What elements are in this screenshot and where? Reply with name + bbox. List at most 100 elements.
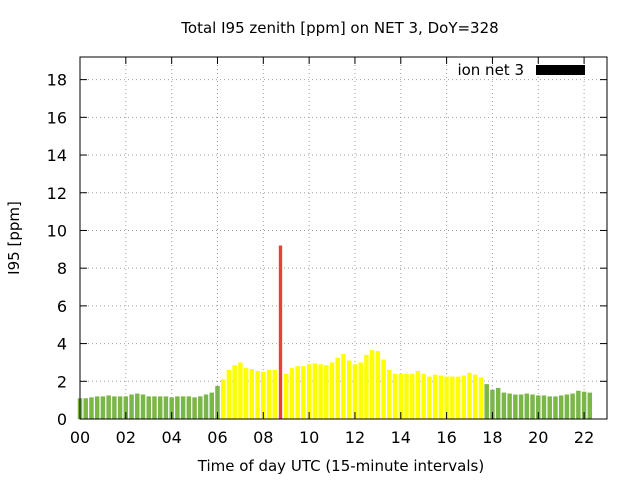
y-tick-label: 6 <box>57 297 67 316</box>
x-tick-label: 08 <box>253 428 273 447</box>
legend: ion net 3 <box>457 61 585 79</box>
x-tick-label: 12 <box>345 428 365 447</box>
bar <box>478 377 484 419</box>
bar <box>209 392 214 419</box>
bar <box>484 384 489 419</box>
bar <box>163 396 169 419</box>
bar <box>301 366 306 419</box>
bar <box>329 362 335 419</box>
bar <box>169 397 174 419</box>
legend-swatch <box>536 65 585 75</box>
bar <box>524 393 530 419</box>
bar <box>266 369 272 419</box>
bar <box>306 364 312 419</box>
x-tick-label: 06 <box>207 428 227 447</box>
bar <box>392 373 398 419</box>
bar <box>180 396 186 419</box>
plot-frame <box>79 56 608 420</box>
bar <box>581 391 587 419</box>
bar <box>364 354 369 419</box>
bar <box>157 396 163 419</box>
y-tick-label: 8 <box>57 259 67 278</box>
bar <box>415 370 421 419</box>
bar <box>198 396 203 419</box>
bar <box>220 379 226 419</box>
bar <box>83 398 88 419</box>
bar <box>112 396 117 419</box>
bar <box>352 364 358 419</box>
bar <box>123 396 129 419</box>
bar <box>238 362 243 419</box>
bar <box>215 386 220 419</box>
bar <box>289 368 295 419</box>
bar <box>261 371 266 419</box>
bar <box>553 396 558 419</box>
bar <box>404 373 409 419</box>
y-tick-label: 2 <box>57 372 67 391</box>
bar <box>278 245 283 419</box>
bar <box>427 376 432 419</box>
x-tick-label: 00 <box>70 428 90 447</box>
y-tick-label: 12 <box>47 184 67 203</box>
legend-label: ion net 3 <box>457 61 524 79</box>
x-tick-label: 04 <box>161 428 181 447</box>
bar <box>461 375 467 419</box>
bar <box>346 360 352 419</box>
bar <box>432 374 438 419</box>
bar <box>547 396 552 419</box>
y-tick-label: 14 <box>47 146 67 165</box>
y-tick-label: 4 <box>57 335 67 354</box>
bar <box>507 393 512 419</box>
y-axis-label: I95 [ppm] <box>5 201 23 275</box>
bar <box>455 376 461 419</box>
bar <box>495 387 501 419</box>
bar <box>106 395 111 419</box>
bar <box>564 394 570 419</box>
bar <box>558 395 564 419</box>
bar <box>341 353 346 419</box>
bar <box>318 364 323 419</box>
bar <box>387 369 392 419</box>
y-tick-label: 0 <box>57 410 67 429</box>
bar <box>232 365 237 419</box>
bar <box>410 373 415 419</box>
bar <box>369 350 375 419</box>
x-tick-label: 10 <box>299 428 319 447</box>
bar <box>295 366 300 419</box>
bar <box>283 373 289 419</box>
bar-series <box>77 245 593 419</box>
bar <box>438 375 444 419</box>
bar <box>530 394 535 419</box>
x-tick-label: 14 <box>391 428 411 447</box>
bar <box>501 392 507 419</box>
bar <box>375 351 381 419</box>
bar <box>324 365 329 419</box>
bar <box>140 394 146 419</box>
bar <box>518 394 524 419</box>
bar <box>444 376 449 419</box>
bar <box>490 389 495 419</box>
bar <box>381 359 386 419</box>
bar <box>312 363 318 419</box>
bar <box>358 362 363 419</box>
bar <box>100 396 106 419</box>
bar <box>129 394 134 419</box>
grid-lines <box>80 57 607 419</box>
bar <box>421 373 426 419</box>
bar <box>398 373 404 419</box>
bar <box>89 397 94 419</box>
bar <box>335 357 341 419</box>
x-tick-label: 16 <box>436 428 456 447</box>
bar <box>175 396 180 419</box>
bar <box>249 369 255 419</box>
bar <box>135 393 140 419</box>
bar <box>587 392 593 419</box>
bar <box>541 395 547 419</box>
x-tick-label: 22 <box>574 428 594 447</box>
x-tick-label: 20 <box>528 428 548 447</box>
bar <box>117 396 123 419</box>
x-tick-label: 18 <box>482 428 502 447</box>
bar <box>570 393 575 419</box>
